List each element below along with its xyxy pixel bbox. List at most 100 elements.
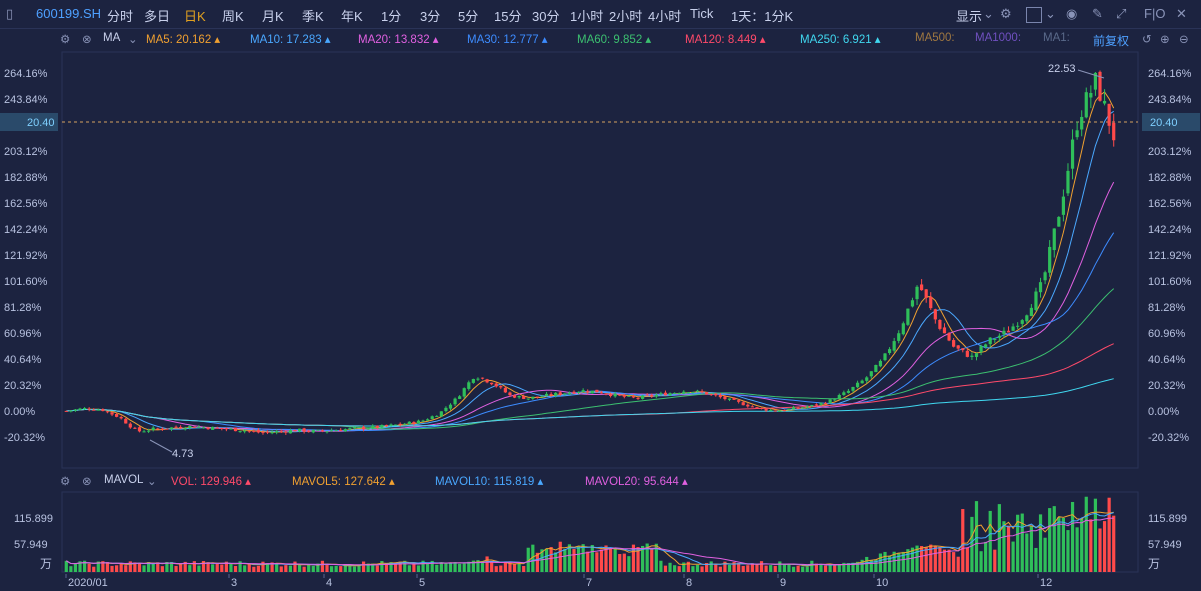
ma-item[interactable]: MA5: 20.162 ▴ bbox=[146, 34, 221, 46]
vol-item[interactable]: VOL: 129.946 ▴ bbox=[171, 476, 251, 488]
expand-icon[interactable]: ⤢ bbox=[1116, 6, 1127, 21]
period-tab[interactable]: 季K bbox=[302, 9, 324, 24]
candle-body bbox=[787, 408, 791, 411]
volume-ma-lines: 115.899 115.899 57.949 57.949 万 万 bbox=[14, 511, 1187, 571]
y-tick-label-right: 40.64% bbox=[1148, 354, 1186, 366]
undo-icon[interactable]: ↺ bbox=[1142, 34, 1152, 46]
checkbox-icon[interactable] bbox=[1026, 7, 1042, 23]
period-tab[interactable]: 2小时 bbox=[609, 9, 643, 24]
vol-item[interactable]: MAVOL5: 127.642 ▴ bbox=[292, 476, 395, 488]
period-tab-active[interactable]: 日K bbox=[184, 9, 206, 24]
vol-item[interactable]: MAVOL20: 95.644 ▴ bbox=[585, 476, 688, 488]
candle-body bbox=[1102, 100, 1107, 104]
zoom-in-icon[interactable]: ⊕ bbox=[1160, 34, 1170, 46]
candle-body bbox=[993, 338, 997, 340]
candle-body bbox=[535, 396, 540, 398]
settings-icon[interactable]: ⚙ bbox=[60, 34, 71, 46]
volume-bar bbox=[906, 549, 910, 572]
volume-bar bbox=[979, 551, 983, 572]
volume-bar bbox=[741, 565, 745, 572]
close-icon[interactable]: ⊗ bbox=[82, 34, 92, 46]
candle-body bbox=[805, 406, 809, 408]
volume-bar bbox=[522, 566, 526, 572]
y-tick-label-right: 60.96% bbox=[1148, 328, 1186, 340]
volume-bar bbox=[384, 563, 389, 572]
candle-body bbox=[1006, 330, 1011, 333]
candle-body bbox=[608, 394, 613, 397]
candle-body bbox=[1043, 272, 1047, 281]
symbol-label[interactable]: 600199.SH bbox=[36, 6, 102, 21]
period-tab[interactable]: Tick bbox=[690, 6, 714, 21]
volume-bar bbox=[499, 565, 503, 572]
y-tick-label-left: 81.28% bbox=[4, 302, 42, 314]
volume-bar bbox=[833, 564, 837, 572]
candle-body bbox=[961, 348, 965, 351]
period-tab[interactable]: 4小时 bbox=[648, 9, 682, 24]
volume-bar bbox=[691, 566, 695, 572]
candle-body bbox=[640, 395, 645, 399]
volume-bar bbox=[1038, 514, 1043, 572]
ma-item[interactable]: MA10: 17.283 ▴ bbox=[250, 34, 331, 46]
volume-bar bbox=[256, 565, 260, 572]
volume-bar bbox=[677, 566, 681, 572]
period-tab[interactable]: 年K bbox=[341, 9, 363, 24]
y-tick-label-right: 264.16% bbox=[1148, 68, 1192, 80]
close-icon[interactable]: ✕ bbox=[1176, 6, 1187, 21]
close-icon[interactable]: ⊗ bbox=[82, 476, 92, 488]
volume-bar bbox=[220, 564, 224, 572]
adjust-select[interactable]: 前复权 bbox=[1093, 34, 1130, 48]
chart-annotations: 22.53 4.73 bbox=[149, 63, 1105, 460]
volume-bar bbox=[737, 563, 741, 572]
ma-label[interactable]: MA bbox=[103, 32, 121, 44]
volume-bar bbox=[252, 566, 256, 572]
zoom-out-icon[interactable]: ⊖ bbox=[1179, 34, 1189, 46]
period-tab[interactable]: 月K bbox=[262, 9, 284, 24]
ma-item[interactable]: MA30: 12.777 ▴ bbox=[467, 34, 548, 46]
period-tab[interactable]: 1小时 bbox=[570, 9, 604, 24]
period-tab[interactable]: 周K bbox=[222, 9, 244, 24]
volume-bar bbox=[970, 516, 974, 572]
candle-body bbox=[188, 425, 192, 428]
volume-bar bbox=[531, 544, 535, 572]
volume-bar bbox=[96, 561, 100, 572]
ma-item[interactable]: MA60: 9.852 ▴ bbox=[577, 34, 652, 46]
period-tab[interactable]: 3分 bbox=[420, 9, 441, 24]
chart-frame bbox=[61, 51, 1139, 469]
ma-item[interactable]: MA500: bbox=[915, 32, 955, 44]
candle-body bbox=[357, 427, 361, 429]
ma-item[interactable]: MA120: 8.449 ▴ bbox=[685, 34, 766, 46]
display-menu[interactable]: 显示 bbox=[956, 9, 983, 24]
period-tab[interactable]: 分时 bbox=[107, 9, 134, 24]
settings-icon[interactable]: ⚙ bbox=[60, 476, 71, 488]
chevron-down-icon[interactable]: ⌄ bbox=[128, 34, 138, 46]
ma-item[interactable]: MA1: bbox=[1043, 32, 1070, 44]
settings-icon[interactable]: ⚙ bbox=[1000, 6, 1012, 21]
range-select[interactable]: 1天：1分K bbox=[731, 9, 794, 24]
candle-body bbox=[275, 431, 279, 433]
volume-bar bbox=[938, 547, 942, 572]
period-tab[interactable]: 30分 bbox=[532, 9, 560, 24]
ma-item[interactable]: MA250: 6.921 ▴ bbox=[800, 34, 881, 46]
period-tab[interactable]: 15分 bbox=[494, 9, 522, 24]
chevron-down-icon[interactable]: ⌄ bbox=[147, 476, 157, 488]
candle-body bbox=[297, 428, 302, 432]
mavol-label[interactable]: MAVOL bbox=[104, 474, 144, 486]
pencil-icon[interactable]: ✎ bbox=[1092, 6, 1103, 21]
volume-bar bbox=[723, 561, 727, 572]
candle-body bbox=[471, 379, 475, 383]
volume-bar bbox=[206, 562, 210, 572]
vol-item[interactable]: MAVOL10: 115.819 ▴ bbox=[435, 476, 544, 488]
fio-button[interactable]: F|O bbox=[1144, 6, 1166, 21]
ma-item[interactable]: MA20: 13.832 ▴ bbox=[358, 34, 439, 46]
camera-icon[interactable]: ◉ bbox=[1066, 6, 1078, 21]
chevron-down-icon[interactable]: ⌄ bbox=[1045, 6, 1056, 21]
period-tab[interactable]: 多日 bbox=[144, 9, 171, 24]
chevron-down-icon[interactable]: ⌄ bbox=[983, 6, 994, 21]
ma-item[interactable]: MA1000: bbox=[975, 32, 1022, 44]
volume-bar bbox=[668, 562, 672, 572]
sidebar-toggle-icon[interactable]: ▯ bbox=[6, 6, 14, 21]
period-tab[interactable]: 5分 bbox=[458, 9, 479, 24]
period-tab[interactable]: 1分 bbox=[381, 9, 402, 24]
candle-body bbox=[366, 428, 370, 430]
